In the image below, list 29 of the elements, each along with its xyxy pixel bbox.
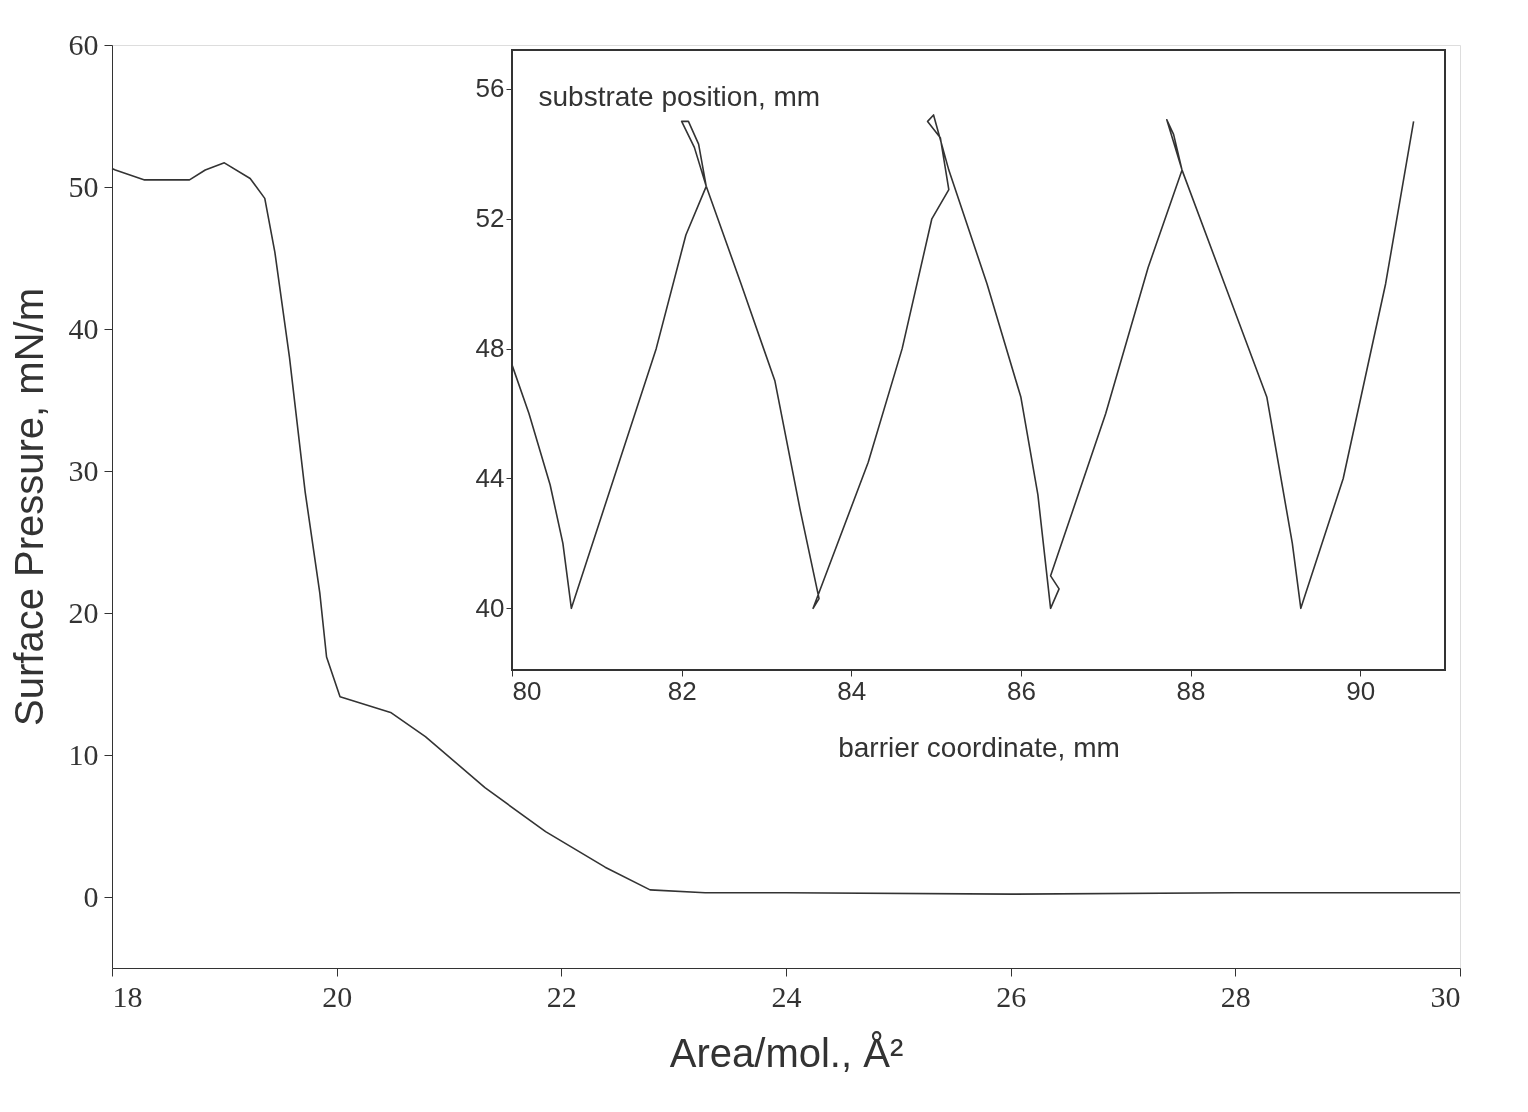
- x-tick-label: 86: [1006, 675, 1036, 706]
- x-tick-label: 80: [512, 675, 542, 706]
- x-tick-label: 82: [667, 675, 697, 706]
- y-axis-title: substrate position, mm: [538, 80, 821, 112]
- y-tick-label: 44: [475, 462, 505, 493]
- y-tick-label: 10: [68, 737, 99, 771]
- y-tick-label: 60: [68, 27, 99, 61]
- y-tick-label: 0: [83, 879, 99, 913]
- x-tick-label: 24: [771, 979, 802, 1013]
- y-tick-label: 40: [68, 311, 99, 345]
- x-tick-label: 28: [1220, 979, 1251, 1013]
- y-tick-label: 56: [475, 73, 505, 104]
- y-tick-label: 50: [68, 169, 99, 203]
- y-tick-label: 48: [475, 333, 505, 364]
- y-tick-label: 52: [475, 203, 505, 234]
- x-tick-label: 20: [322, 979, 353, 1013]
- x-tick-label: 88: [1176, 675, 1206, 706]
- y-axis-title: Surface Pressure, mN/m: [6, 288, 51, 726]
- x-axis-title: barrier coordinate, mm: [838, 731, 1120, 763]
- x-tick-label: 30: [1430, 979, 1461, 1013]
- x-tick-label: 90: [1346, 675, 1376, 706]
- x-tick-label: 18: [112, 979, 143, 1013]
- x-tick-label: 84: [837, 675, 867, 706]
- y-tick-label: 30: [68, 453, 99, 487]
- x-axis-title: Area/mol., Å²: [669, 1030, 904, 1075]
- x-tick-label: 22: [546, 979, 577, 1013]
- x-tick-label: 26: [996, 979, 1027, 1013]
- y-tick-label: 20: [68, 595, 99, 629]
- y-tick-label: 40: [475, 592, 505, 623]
